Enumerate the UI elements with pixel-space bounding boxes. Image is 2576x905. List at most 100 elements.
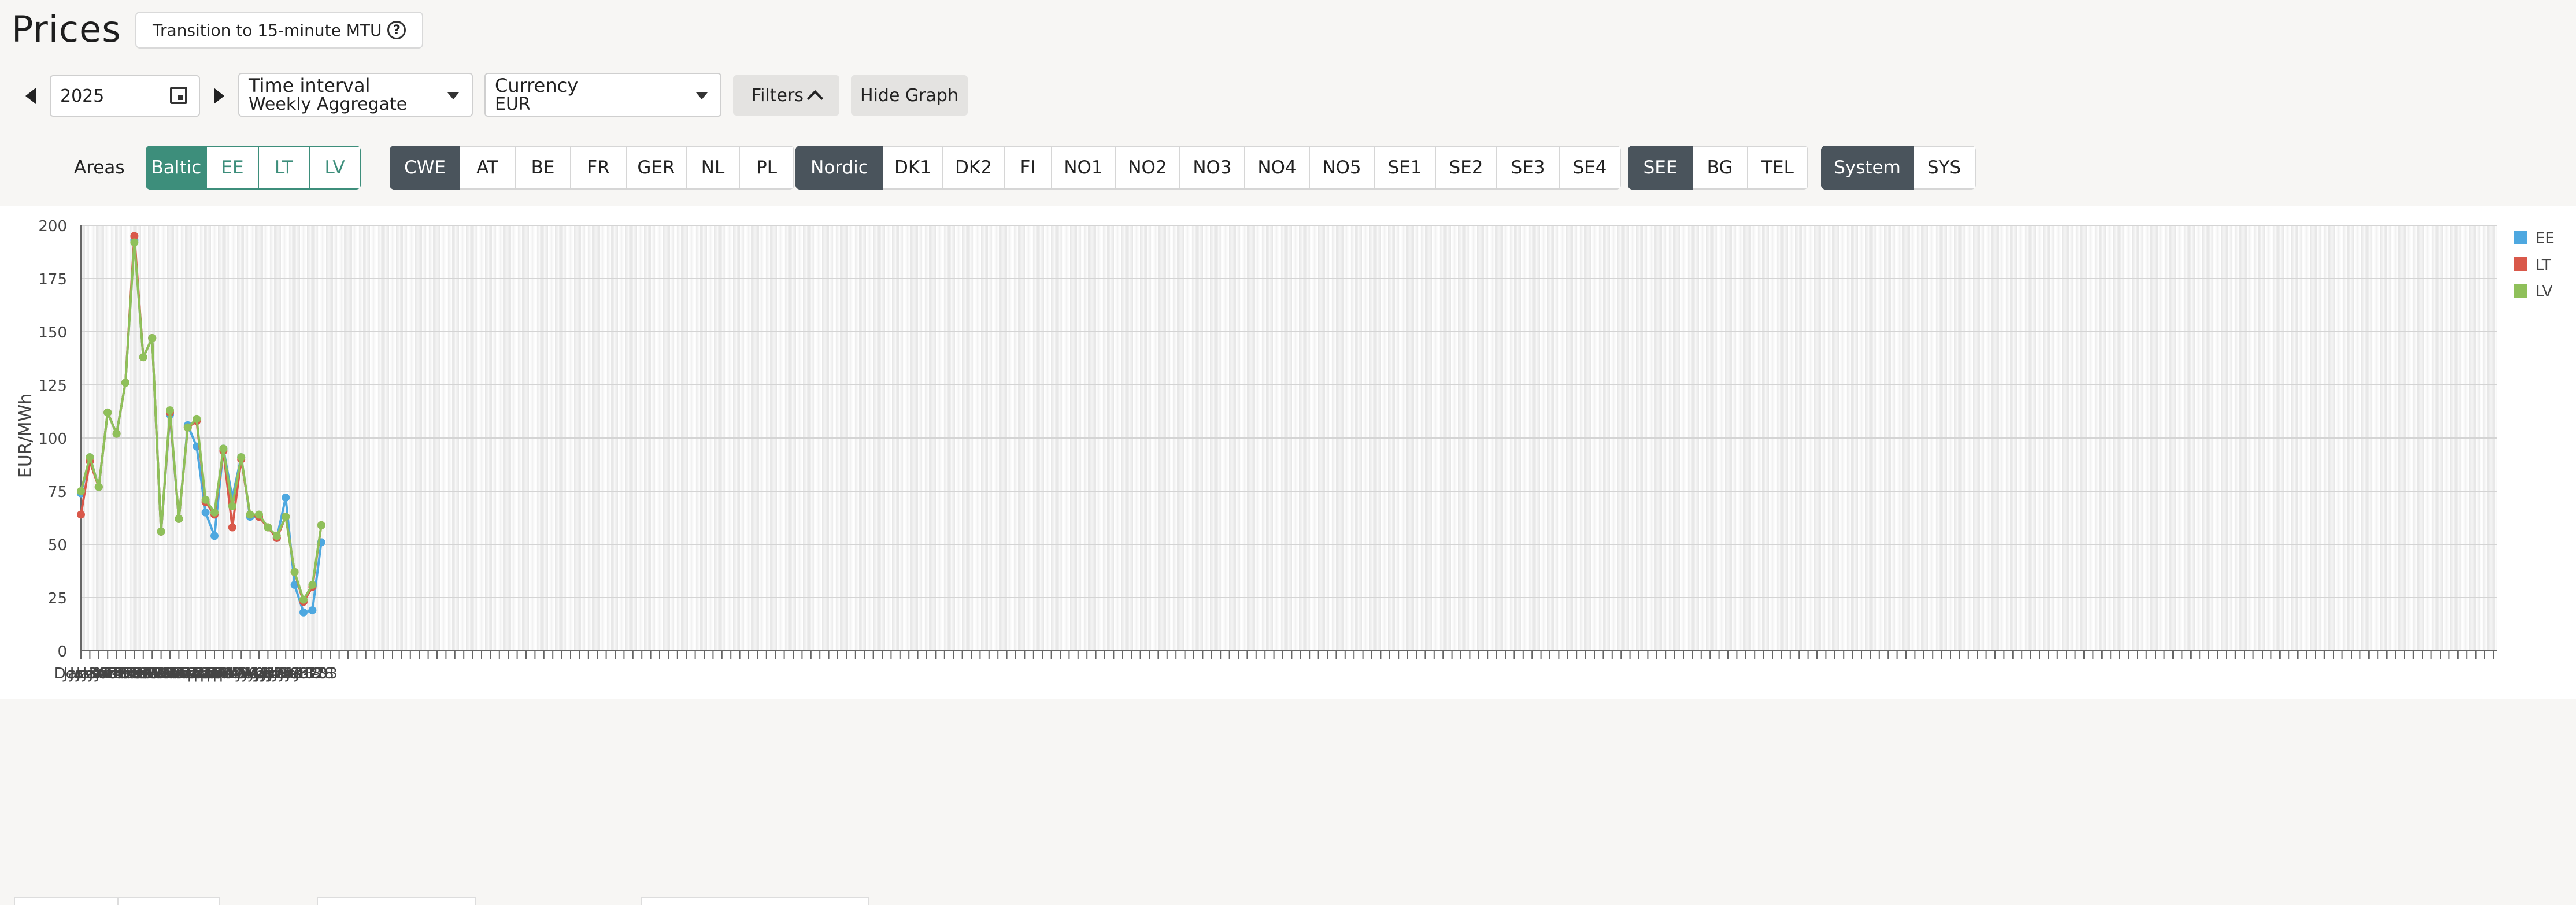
data-point-lv[interactable] — [317, 521, 325, 529]
data-point-lv[interactable] — [210, 508, 219, 517]
x-tick-label: Apr-19 — [196, 665, 246, 683]
area-button-sys[interactable]: SYS — [1914, 146, 1976, 190]
area-group-see: SEE BG TEL — [1628, 146, 1808, 190]
bottom-tab[interactable] — [641, 897, 869, 905]
area-button-no2[interactable]: NO2 — [1116, 146, 1180, 190]
data-point-lv[interactable] — [183, 423, 192, 432]
mtu-transition-label: Transition to 15-minute MTU — [153, 20, 382, 40]
data-point-lv[interactable] — [148, 334, 157, 343]
currency-select[interactable]: Currency EUR — [484, 73, 721, 117]
data-point-lv[interactable] — [112, 429, 121, 438]
area-button-at[interactable]: AT — [460, 146, 516, 190]
data-point-lv[interactable] — [255, 510, 263, 519]
legend-label-lt[interactable]: LT — [2536, 257, 2551, 274]
area-button-be[interactable]: BE — [516, 146, 571, 190]
data-point-lv[interactable] — [201, 495, 210, 504]
area-button-tel[interactable]: TEL — [1748, 146, 1808, 190]
x-tick-label: Apr-09 — [183, 665, 233, 683]
area-button-lv[interactable]: LV — [310, 146, 361, 190]
x-tick-label: Jan-29 — [94, 665, 143, 683]
x-tick-label: Jun-18 — [272, 665, 321, 683]
filters-label: Filters — [752, 85, 804, 106]
data-point-lv[interactable] — [86, 453, 94, 462]
hide-graph-button[interactable]: Hide Graph — [851, 75, 968, 116]
area-button-se4[interactable]: SE4 — [1560, 146, 1621, 190]
help-icon[interactable]: ? — [387, 21, 406, 39]
data-point-lv[interactable] — [139, 353, 147, 362]
data-point-lv[interactable] — [175, 514, 183, 523]
bottom-tab[interactable] — [118, 897, 220, 905]
area-button-dk1[interactable]: DK1 — [883, 146, 943, 190]
data-point-lv[interactable] — [282, 513, 290, 521]
data-point-lv[interactable] — [290, 568, 299, 576]
year-input[interactable]: 2025 — [50, 75, 200, 117]
area-button-no5[interactable]: NO5 — [1310, 146, 1375, 190]
data-point-lv[interactable] — [299, 595, 308, 604]
area-button-se2[interactable]: SE2 — [1436, 146, 1497, 190]
data-point-lt[interactable] — [77, 510, 85, 519]
area-button-se1[interactable]: SE1 — [1375, 146, 1436, 190]
data-point-ee[interactable] — [308, 606, 317, 615]
x-tick-label: Jan-19 — [82, 665, 131, 683]
area-button-se3[interactable]: SE3 — [1497, 146, 1560, 190]
area-button-nordic[interactable]: Nordic — [795, 146, 883, 190]
area-button-no3[interactable]: NO3 — [1180, 146, 1245, 190]
y-tick-label: 125 — [38, 377, 67, 395]
legend-label-lv[interactable]: LV — [2536, 283, 2553, 301]
area-button-no1[interactable]: NO1 — [1052, 146, 1116, 190]
data-point-lv[interactable] — [219, 444, 228, 453]
area-button-cwe[interactable]: CWE — [390, 146, 460, 190]
data-point-lv[interactable] — [121, 379, 129, 387]
data-point-lv[interactable] — [228, 502, 236, 510]
next-year-icon[interactable] — [214, 88, 224, 104]
x-tick-label: Jan-24 — [88, 665, 137, 683]
calendar-icon[interactable] — [170, 87, 187, 104]
bottom-tab[interactable] — [14, 897, 118, 905]
y-tick-label: 100 — [38, 431, 67, 448]
data-point-lv[interactable] — [272, 532, 281, 540]
area-button-baltic[interactable]: Baltic — [146, 146, 207, 190]
y-tick-label: 25 — [48, 590, 67, 607]
area-button-ee[interactable]: EE — [207, 146, 259, 190]
area-button-dk2[interactable]: DK2 — [943, 146, 1005, 190]
data-point-lv[interactable] — [264, 523, 272, 532]
area-button-nl[interactable]: NL — [687, 146, 740, 190]
data-point-lv[interactable] — [77, 487, 85, 495]
area-button-ger[interactable]: GER — [627, 146, 687, 190]
data-point-lv[interactable] — [166, 406, 174, 415]
data-point-ee[interactable] — [201, 508, 210, 517]
bottom-tab[interactable] — [317, 897, 476, 905]
area-button-no4[interactable]: NO4 — [1245, 146, 1310, 190]
legend-label-ee[interactable]: EE — [2536, 230, 2555, 247]
area-button-see[interactable]: SEE — [1628, 146, 1693, 190]
data-point-lv[interactable] — [237, 453, 246, 462]
data-point-lv[interactable] — [308, 580, 317, 589]
area-button-bg[interactable]: BG — [1693, 146, 1748, 190]
mtu-transition-button[interactable]: Transition to 15-minute MTU ? — [135, 12, 424, 49]
data-point-lv[interactable] — [103, 408, 112, 417]
filters-button[interactable]: Filters — [733, 75, 839, 116]
data-point-lt[interactable] — [228, 523, 236, 532]
data-point-lv[interactable] — [157, 527, 165, 536]
data-point-lv[interactable] — [193, 414, 201, 423]
y-tick-label: 50 — [48, 537, 67, 554]
x-tick-label: Apr-14 — [190, 665, 239, 683]
x-tick-label: Apr-04 — [177, 665, 227, 683]
data-point-lv[interactable] — [246, 510, 254, 519]
area-button-fi[interactable]: FI — [1005, 146, 1052, 190]
area-button-pl[interactable]: PL — [740, 146, 794, 190]
x-tick-label: Jul-03 — [294, 665, 338, 683]
area-button-system[interactable]: System — [1821, 146, 1914, 190]
previous-year-icon[interactable] — [25, 88, 36, 104]
data-point-lt[interactable] — [130, 232, 139, 240]
data-point-ee[interactable] — [282, 494, 290, 502]
data-point-ee[interactable] — [210, 532, 219, 540]
area-button-lt[interactable]: LT — [259, 146, 310, 190]
page-title: Prices — [12, 8, 121, 50]
data-point-lv[interactable] — [130, 238, 139, 247]
area-button-fr[interactable]: FR — [571, 146, 627, 190]
y-tick-label: 0 — [57, 643, 67, 661]
data-point-ee[interactable] — [299, 608, 308, 617]
time-interval-select[interactable]: Time interval Weekly Aggregate — [238, 73, 473, 117]
data-point-lv[interactable] — [94, 483, 103, 491]
